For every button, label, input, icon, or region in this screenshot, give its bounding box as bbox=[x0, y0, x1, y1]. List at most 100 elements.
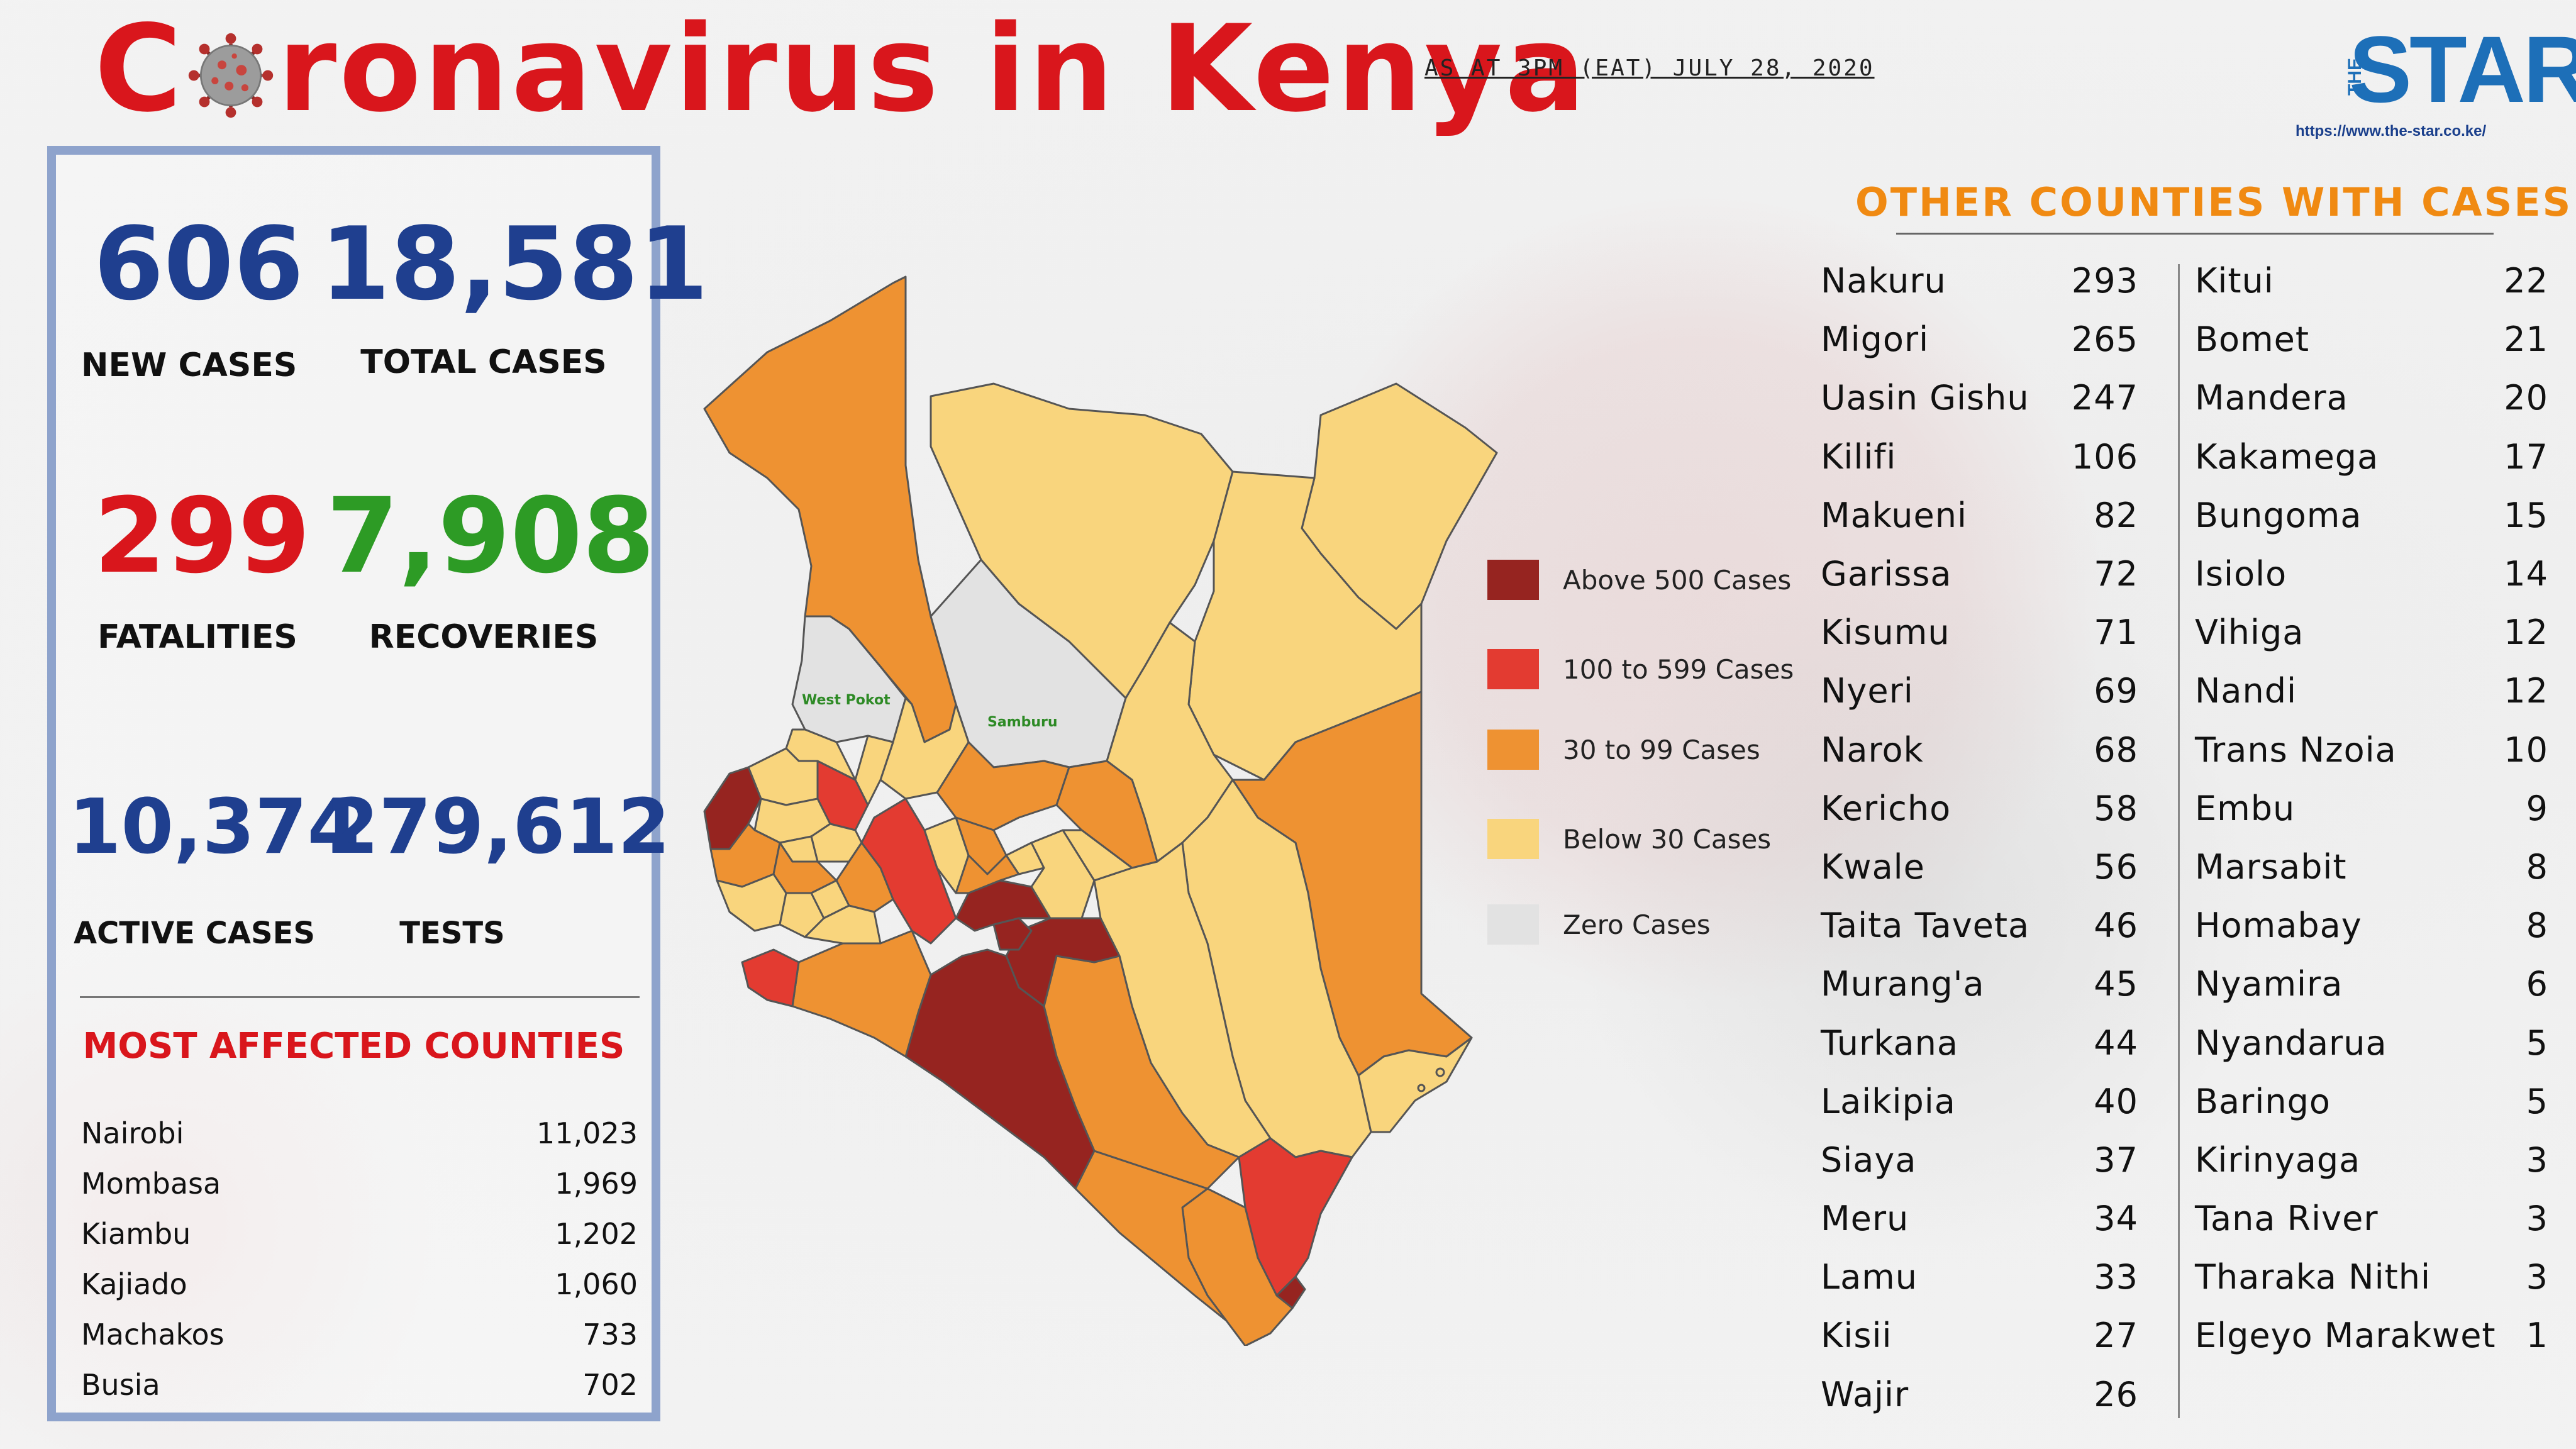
logo-star-text: STAR bbox=[2349, 16, 2576, 122]
county-case-count: 6 bbox=[2526, 964, 2548, 1004]
county-row: Mombasa 1,969 bbox=[81, 1158, 638, 1209]
county-case-count: 12 bbox=[2504, 613, 2548, 653]
county-case-count: 265 bbox=[2071, 319, 2138, 360]
legend-label: Above 500 Cases bbox=[1563, 564, 1792, 596]
county-narok bbox=[791, 930, 932, 1058]
county-case-count: 5 bbox=[2526, 1023, 2548, 1063]
county-homa-bay bbox=[716, 873, 787, 932]
county-row: Laikipia 40 bbox=[1821, 1072, 2138, 1131]
county-case-count: 71 bbox=[2094, 613, 2138, 653]
logo-url: https://www.the-star.co.ke/ bbox=[2296, 123, 2487, 140]
county-case-count: 22 bbox=[2504, 261, 2548, 301]
county-row: Bomet 21 bbox=[2195, 310, 2548, 369]
county-name: Elgeyo Marakwet bbox=[2195, 1316, 2496, 1356]
county-case-count: 9 bbox=[2526, 788, 2548, 828]
title-suffix: ronavirus in Kenya bbox=[277, 0, 1588, 138]
county-name: Murang'a bbox=[1821, 964, 1985, 1004]
county-case-count: 15 bbox=[2504, 495, 2548, 535]
new-cases-label: NEW CASES bbox=[81, 347, 297, 384]
county-name: Laikipia bbox=[1821, 1081, 1956, 1121]
county-case-count: 68 bbox=[2094, 730, 2138, 770]
county-row: Makueni 82 bbox=[1821, 486, 2138, 545]
county-name: Kisii bbox=[1821, 1316, 1892, 1356]
total-cases-label: TOTAL CASES bbox=[360, 343, 607, 381]
county-name: Nyeri bbox=[1821, 671, 1914, 711]
county-row: Kitui 22 bbox=[2195, 252, 2548, 310]
other-counties-column-2: Kitui 22 Bomet 21 Mandera 20 Kakamega 17 Bungoma… bbox=[2195, 252, 2548, 1365]
county-case-count: 3 bbox=[2526, 1257, 2548, 1297]
county-lamu bbox=[1357, 1036, 1473, 1133]
county-name: Machakos bbox=[81, 1318, 225, 1352]
county-case-count: 8 bbox=[2526, 847, 2548, 887]
county-row: Busia 702 bbox=[81, 1360, 638, 1410]
county-case-count: 12 bbox=[2504, 671, 2548, 711]
legend-item: 30 to 99 Cases bbox=[1487, 730, 1760, 770]
county-laikipia bbox=[936, 741, 1070, 831]
county-name: Migori bbox=[1821, 319, 1929, 360]
county-name: Garissa bbox=[1821, 554, 1952, 594]
county-name: Meru bbox=[1821, 1199, 1909, 1239]
county-name: Makueni bbox=[1821, 495, 1967, 535]
county-case-count: 3 bbox=[2526, 1199, 2548, 1239]
county-case-count: 1,969 bbox=[555, 1167, 638, 1201]
county-name: Wajir bbox=[1821, 1374, 1909, 1414]
county-row: Garissa 72 bbox=[1821, 545, 2138, 603]
county-name: Nairobi bbox=[81, 1116, 184, 1150]
county-name: Isiolo bbox=[2195, 554, 2287, 594]
county-name: Bungoma bbox=[2195, 495, 2362, 535]
county-case-count: 33 bbox=[2094, 1257, 2138, 1297]
county-row: Nyandarua 5 bbox=[2195, 1013, 2548, 1072]
county-name: Turkana bbox=[1821, 1023, 1958, 1063]
county-row: Kisumu 71 bbox=[1821, 603, 2138, 662]
county-row: Isiolo 14 bbox=[2195, 545, 2548, 603]
kenya-county-map: West Pokot Samburu bbox=[703, 275, 1498, 1346]
county-row: Narok 68 bbox=[1821, 721, 2138, 779]
county-row: Kirinyaga 3 bbox=[2195, 1131, 2548, 1189]
county-case-count: 34 bbox=[2094, 1199, 2138, 1239]
county-case-count: 3 bbox=[2526, 1140, 2548, 1180]
county-case-count: 82 bbox=[2094, 495, 2138, 535]
county-case-count: 1 bbox=[2526, 1316, 2548, 1356]
legend-swatch bbox=[1487, 730, 1539, 770]
county-name: Siaya bbox=[1821, 1140, 1917, 1180]
county-bomet bbox=[804, 904, 882, 945]
county-case-count: 293 bbox=[2071, 261, 2138, 301]
county-row: Wajir 26 bbox=[1821, 1365, 2138, 1424]
other-counties-column-1: Nakuru 293 Migori 265 Uasin Gishu 247 Kilifi 10… bbox=[1821, 252, 2138, 1424]
county-migori bbox=[741, 948, 800, 1008]
county-name: Busia bbox=[81, 1368, 160, 1402]
county-case-count: 10 bbox=[2504, 730, 2548, 770]
county-case-count: 20 bbox=[2504, 378, 2548, 418]
recoveries-value: 7,908 bbox=[326, 475, 655, 596]
legend-label: Below 30 Cases bbox=[1563, 823, 1772, 855]
county-name: Lamu bbox=[1821, 1257, 1918, 1297]
county-case-count: 8 bbox=[2526, 906, 2548, 946]
active-cases-label: ACTIVE CASES bbox=[74, 916, 315, 951]
county-name: Narok bbox=[1821, 730, 1924, 770]
county-row: Marsabit 8 bbox=[2195, 838, 2548, 896]
county-row: Kiambu 1,202 bbox=[81, 1209, 638, 1259]
county-case-count: 106 bbox=[2071, 436, 2138, 477]
county-row: Kilifi 106 bbox=[1821, 428, 2138, 486]
county-row: Vihiga 12 bbox=[2195, 603, 2548, 662]
county-tharaka-nithi bbox=[1062, 829, 1133, 882]
county-case-count: 26 bbox=[2094, 1374, 2138, 1414]
tests-label: TESTS bbox=[399, 916, 505, 951]
map-label-west-pokot: West Pokot bbox=[802, 692, 891, 708]
county-name: Kitui bbox=[2195, 261, 2274, 301]
new-cases-value: 606 bbox=[94, 205, 304, 323]
county-name: Trans Nzoia bbox=[2195, 730, 2397, 770]
legend-item: Above 500 Cases bbox=[1487, 560, 1791, 600]
county-kiambu bbox=[955, 879, 1052, 932]
most-affected-list: Nairobi 11,023 Mombasa 1,969 Kiambu 1,202 Kaji… bbox=[81, 1108, 638, 1410]
county-case-count: 56 bbox=[2094, 847, 2138, 887]
county-name: Kirinyaga bbox=[2195, 1140, 2361, 1180]
county-row: Meru 34 bbox=[1821, 1189, 2138, 1248]
county-name: Kilifi bbox=[1821, 436, 1897, 477]
stats-panel: 606 18,581 NEW CASES TOTAL CASES 299 7,9… bbox=[47, 146, 708, 1421]
county-name: Homabay bbox=[2195, 906, 2362, 946]
recoveries-label: RECOVERIES bbox=[369, 618, 599, 656]
county-row: Homabay 8 bbox=[2195, 896, 2548, 955]
county-case-count: 69 bbox=[2094, 671, 2138, 711]
county-name: Kajiado bbox=[81, 1267, 187, 1301]
